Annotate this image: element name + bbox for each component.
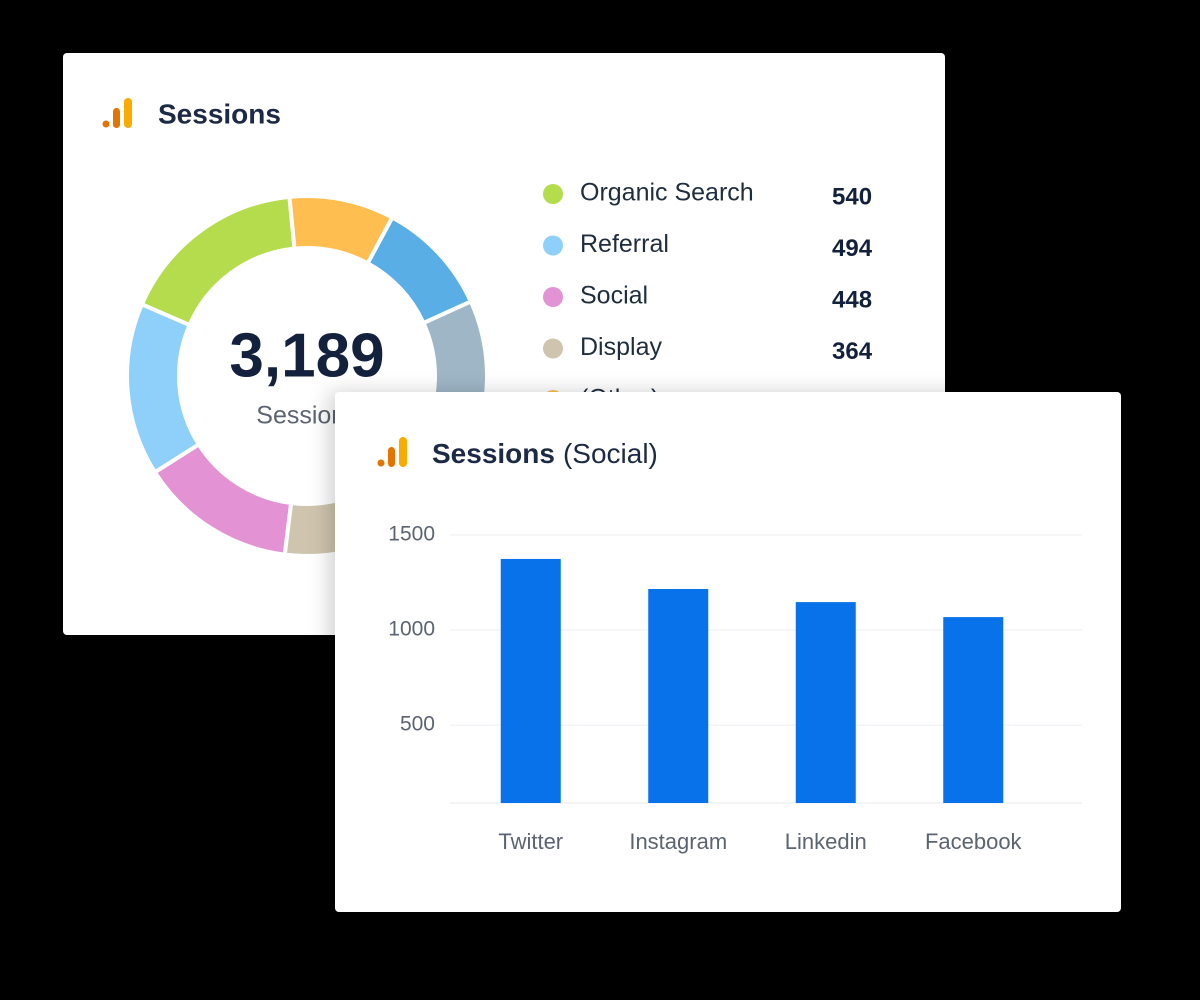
legend-label: Display — [580, 333, 662, 361]
donut-segment — [125, 301, 202, 476]
center-value: 3,189 — [229, 321, 384, 390]
title: Sessions — [432, 438, 555, 469]
bar — [648, 588, 709, 803]
legend-value: 364 — [832, 338, 873, 365]
legend-value: 494 — [832, 235, 873, 262]
bar — [500, 558, 561, 803]
donut-segment — [364, 214, 474, 326]
y-tick-label: 1500 — [388, 523, 435, 546]
bar — [943, 617, 1004, 803]
legend-label: Organic Search — [580, 179, 754, 207]
card-title: Sessions — [158, 98, 281, 129]
subtitle: (Social) — [563, 438, 658, 469]
legend-dot — [543, 184, 563, 204]
x-tick-label: Facebook — [925, 829, 1023, 854]
x-tick-label: Instagram — [629, 829, 727, 854]
legend-label: Social — [580, 282, 648, 310]
bar — [795, 602, 856, 803]
donut-segment — [152, 441, 294, 557]
social-sessions-card: Sessions (Social) 500 1000 1500 Twitter Insta… — [335, 392, 1121, 912]
legend-dot — [543, 338, 563, 359]
legend-value: 448 — [832, 286, 872, 313]
legend-label: Referral — [580, 230, 669, 258]
legend-value: 540 — [832, 183, 872, 210]
y-tick-label: 1000 — [388, 618, 435, 641]
x-tick-label: Twitter — [498, 829, 563, 854]
card-title: Sessions (Social) — [432, 438, 658, 469]
donut-segment — [287, 194, 395, 266]
legend-dot — [543, 235, 563, 256]
analytics-icon — [377, 437, 407, 467]
legend-dot — [543, 287, 563, 307]
analytics-icon — [102, 98, 132, 128]
y-tick-label: 500 — [400, 713, 435, 736]
x-tick-label: Linkedin — [785, 829, 867, 854]
